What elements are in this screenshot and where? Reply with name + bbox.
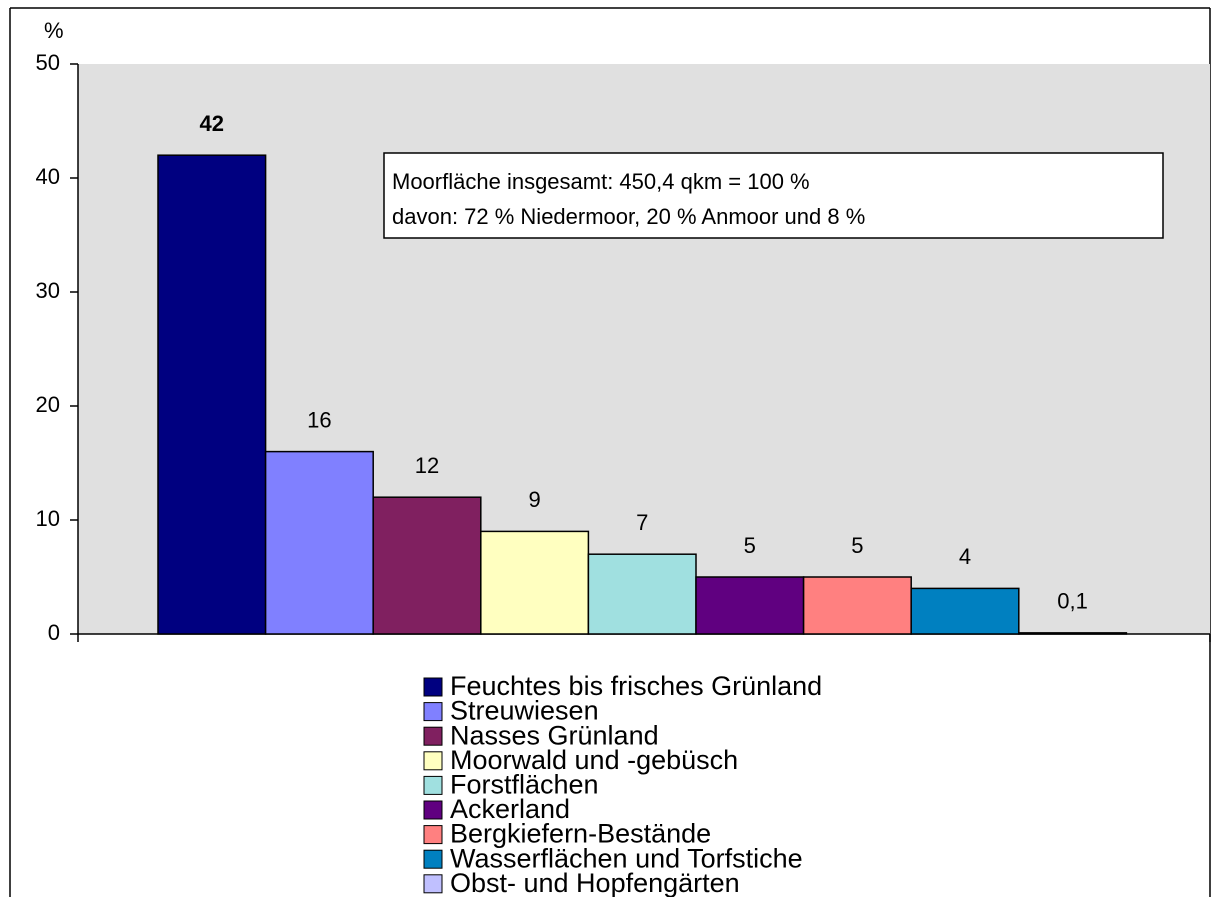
data-label: 16 bbox=[307, 407, 331, 432]
legend-text: Moorwald und -gebüsch bbox=[450, 745, 738, 775]
bar bbox=[372, 496, 482, 635]
data-label: 9 bbox=[528, 487, 540, 512]
bar bbox=[587, 553, 697, 635]
bar bbox=[157, 154, 267, 635]
y-tick-label: 30 bbox=[36, 278, 60, 303]
legend-swatch bbox=[423, 677, 443, 697]
legend-swatch bbox=[423, 800, 443, 820]
legend-swatch bbox=[423, 751, 443, 771]
y-tick-label: 40 bbox=[36, 164, 60, 189]
bar bbox=[480, 530, 590, 635]
annotation-text: Moorfläche insgesamt: 450,4 qkm = 100 % bbox=[392, 169, 810, 194]
data-label: 0,1 bbox=[1057, 589, 1088, 614]
data-label: 42 bbox=[200, 111, 224, 136]
y-axis-label: % bbox=[44, 18, 64, 43]
data-label: 5 bbox=[851, 533, 863, 558]
bar bbox=[695, 576, 805, 635]
legend-text: Forstflächen bbox=[450, 770, 599, 800]
y-tick-label: 20 bbox=[36, 392, 60, 417]
legend-swatch bbox=[423, 775, 443, 795]
y-tick-label: 10 bbox=[36, 506, 60, 531]
annotation-box bbox=[383, 152, 1164, 239]
bar bbox=[802, 576, 912, 635]
annotation-text: davon: 72 % Niedermoor, 20 % Anmoor und … bbox=[392, 204, 865, 229]
legend-text: Streuwiesen bbox=[450, 696, 599, 726]
data-label: 4 bbox=[959, 544, 971, 569]
legend-text: Ackerland bbox=[450, 794, 570, 824]
bar bbox=[264, 450, 374, 635]
y-tick-label: 50 bbox=[36, 50, 60, 75]
legend-swatch bbox=[423, 702, 443, 722]
legend-swatch bbox=[423, 874, 443, 894]
y-tick-label: 0 bbox=[48, 620, 60, 645]
legend-swatch bbox=[423, 849, 443, 869]
data-label: 7 bbox=[636, 510, 648, 535]
legend-text: Bergkiefern-Bestände bbox=[450, 819, 711, 849]
legend-text: Nasses Grünland bbox=[450, 720, 659, 750]
legend-swatch bbox=[423, 825, 443, 845]
bar bbox=[910, 587, 1020, 635]
bar bbox=[1018, 632, 1128, 635]
data-label: 5 bbox=[744, 533, 756, 558]
legend-text: Obst- und Hopfengärten bbox=[450, 868, 740, 897]
legend-text: Feuchtes bis frisches Grünland bbox=[450, 671, 822, 701]
legend-swatch bbox=[423, 726, 443, 746]
data-label: 12 bbox=[415, 453, 439, 478]
legend-text: Wasserflächen und Torfstiche bbox=[450, 843, 803, 873]
